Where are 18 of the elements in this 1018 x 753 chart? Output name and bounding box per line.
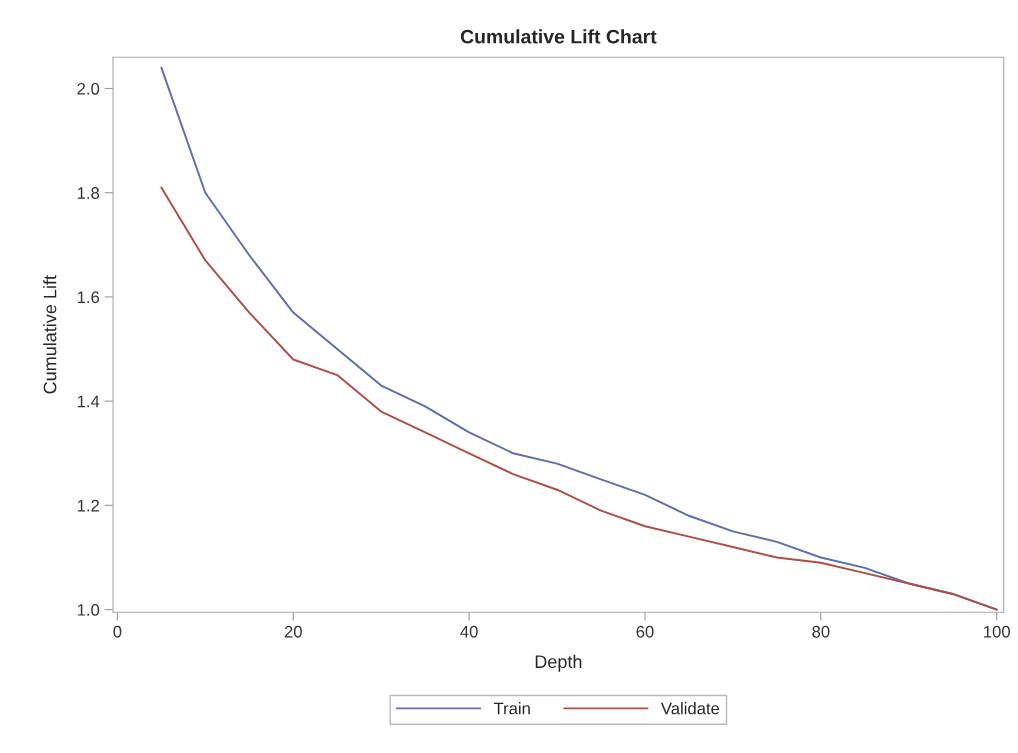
line-series (160, 186, 998, 611)
chart-title: Cumulative Lift Chart (460, 29, 657, 44)
x-tick-label: 40 (460, 625, 478, 638)
y-axis-title: Cumulative Lift (43, 275, 57, 394)
y-tick-label: 1.0 (77, 603, 100, 616)
y-tick-label: 1.6 (77, 291, 100, 304)
x-tick-label: 20 (284, 625, 302, 638)
x-tick-label: 60 (636, 625, 654, 638)
x-axis-title: Depth (535, 654, 582, 672)
legend-label: Validate (660, 702, 720, 715)
y-tick-label: 1.4 (77, 395, 100, 408)
x-tick-label: 100 (984, 625, 1010, 638)
y-tick-label: 1.8 (77, 187, 100, 199)
legend-label: Train (493, 702, 530, 715)
y-tick-label: 1.2 (77, 499, 99, 512)
y-tick-label: 2.0 (77, 82, 100, 95)
x-tick-label: 0 (113, 625, 122, 638)
x-tick-label: 80 (812, 625, 830, 638)
